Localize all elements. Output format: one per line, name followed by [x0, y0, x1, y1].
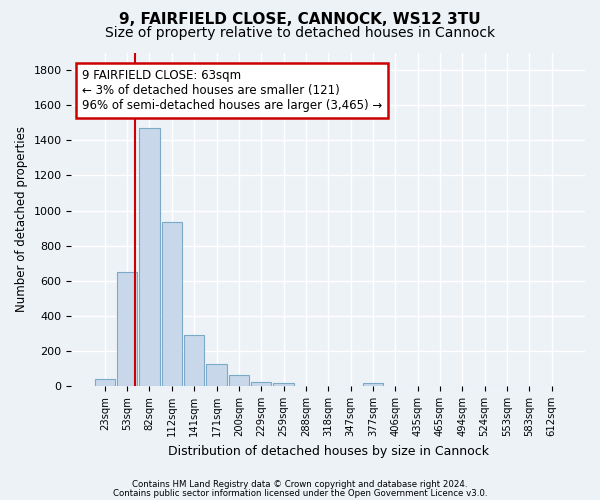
Bar — [184, 335, 204, 386]
Bar — [139, 128, 160, 386]
Y-axis label: Number of detached properties: Number of detached properties — [15, 126, 28, 312]
Bar — [363, 384, 383, 386]
Text: Contains public sector information licensed under the Open Government Licence v3: Contains public sector information licen… — [113, 488, 487, 498]
Text: Contains HM Land Registry data © Crown copyright and database right 2024.: Contains HM Land Registry data © Crown c… — [132, 480, 468, 489]
Text: 9, FAIRFIELD CLOSE, CANNOCK, WS12 3TU: 9, FAIRFIELD CLOSE, CANNOCK, WS12 3TU — [119, 12, 481, 28]
Bar — [95, 379, 115, 386]
Bar — [117, 272, 137, 386]
Bar — [229, 374, 249, 386]
Text: Size of property relative to detached houses in Cannock: Size of property relative to detached ho… — [105, 26, 495, 40]
Text: 9 FAIRFIELD CLOSE: 63sqm
← 3% of detached houses are smaller (121)
96% of semi-d: 9 FAIRFIELD CLOSE: 63sqm ← 3% of detache… — [82, 69, 382, 112]
Bar — [162, 222, 182, 386]
X-axis label: Distribution of detached houses by size in Cannock: Distribution of detached houses by size … — [168, 444, 489, 458]
Bar — [274, 384, 293, 386]
Bar — [251, 382, 271, 386]
Bar — [206, 364, 227, 386]
